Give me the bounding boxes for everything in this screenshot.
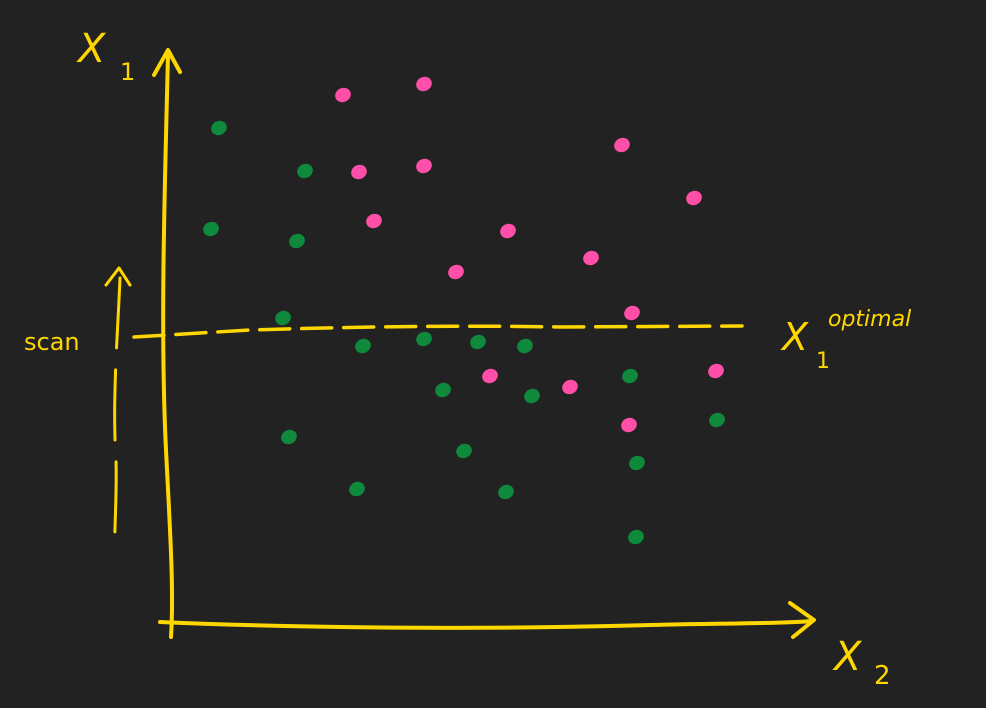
split-line-superscript: optimal [828, 307, 911, 332]
scan-label: scan [24, 328, 80, 356]
scan-arrow-line [113, 276, 122, 552]
green-data-point [470, 334, 486, 350]
split-line-subscript: 1 [816, 349, 830, 374]
pink-data-point [621, 417, 637, 433]
green-data-point [435, 382, 451, 398]
pink-data-point [500, 223, 516, 239]
x-axis-subscript: 2 [874, 661, 891, 691]
pink-data-point [562, 379, 578, 395]
green-data-point [275, 310, 291, 326]
green-data-point [416, 331, 432, 347]
y-axis-arrowhead [152, 48, 182, 77]
green-data-point [517, 338, 533, 354]
pink-data-point [482, 368, 498, 384]
pink-data-point [416, 158, 432, 174]
green-data-point [498, 484, 514, 500]
pink-data-point [448, 264, 464, 280]
pink-data-point [416, 76, 432, 92]
pink-data-point [686, 190, 702, 206]
pink-data-point [351, 164, 367, 180]
pink-data-point [708, 363, 724, 379]
pink-data-point [583, 250, 599, 266]
green-data-point [289, 233, 305, 249]
data-points-group [203, 76, 725, 545]
y-axis-label: X [76, 26, 107, 72]
green-data-point [524, 388, 540, 404]
green-data-point [456, 443, 472, 459]
green-data-point [355, 338, 371, 354]
green-data-point [628, 529, 644, 545]
green-data-point [349, 481, 365, 497]
green-data-point [211, 120, 227, 136]
pink-data-point [335, 87, 351, 103]
scan-arrowhead [104, 266, 132, 287]
green-data-point [203, 221, 219, 237]
green-data-point [709, 412, 725, 428]
x-axis-label: X [832, 634, 863, 680]
green-data-point [297, 163, 313, 179]
split-line-label: X [780, 315, 809, 359]
pink-data-point [366, 213, 382, 229]
y-axis-subscript: 1 [120, 58, 135, 86]
pink-data-point [624, 305, 640, 321]
green-data-point [629, 455, 645, 471]
y-axis-line [161, 53, 175, 639]
x-axis-arrowhead [788, 601, 816, 639]
green-data-point [622, 368, 638, 384]
x-axis-line [158, 619, 814, 630]
green-data-point [281, 429, 297, 445]
optimal-split-line [132, 324, 744, 339]
pink-data-point [614, 137, 630, 153]
